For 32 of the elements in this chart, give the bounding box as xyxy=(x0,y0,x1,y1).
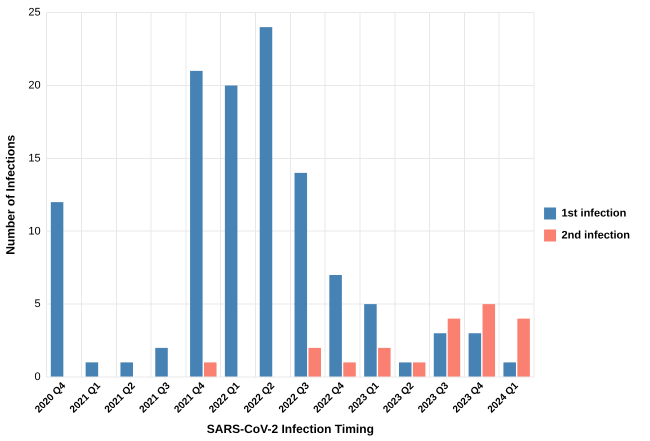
y-axis-title: Number of Infections xyxy=(4,134,18,255)
bar xyxy=(482,304,496,376)
legend-label: 2nd infection xyxy=(562,230,630,242)
bar xyxy=(308,348,321,376)
bar xyxy=(448,318,460,376)
legend-label: 1st infection xyxy=(562,208,627,220)
bar xyxy=(503,362,516,376)
y-tick-label: 0 xyxy=(34,371,41,384)
bar xyxy=(378,348,391,376)
y-tick-label: 5 xyxy=(34,298,41,310)
bar xyxy=(412,362,426,376)
bar xyxy=(468,333,482,376)
x-axis-title: SARS-CoV-2 Infection Timing xyxy=(206,422,374,436)
bar xyxy=(155,348,168,376)
bar xyxy=(434,333,446,376)
bar xyxy=(120,362,133,376)
bar xyxy=(224,85,238,376)
bar xyxy=(398,362,412,376)
bar xyxy=(86,362,98,376)
y-tick-label: 25 xyxy=(28,6,41,19)
bar xyxy=(50,202,64,376)
y-tick-label: 15 xyxy=(28,152,41,164)
bar xyxy=(329,274,342,376)
y-tick-label: 10 xyxy=(28,225,41,238)
bar xyxy=(294,172,308,376)
bar xyxy=(204,362,217,376)
bar xyxy=(260,27,272,376)
bar xyxy=(190,70,203,376)
bar xyxy=(517,318,530,376)
bar xyxy=(364,304,377,376)
y-tick-label: 20 xyxy=(28,80,41,92)
bar xyxy=(343,362,356,376)
